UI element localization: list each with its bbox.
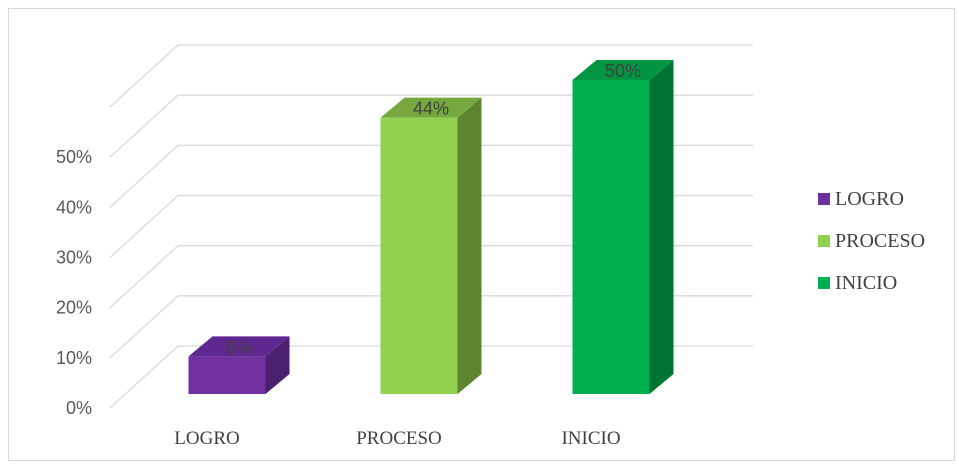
gridline-side-60 bbox=[109, 44, 179, 108]
gridline-side-0 bbox=[109, 345, 179, 409]
bar-inicio bbox=[572, 60, 674, 394]
data-label-inicio: 50% bbox=[605, 61, 641, 81]
bar-side-proceso bbox=[457, 97, 482, 395]
legend-swatch-proceso bbox=[818, 235, 830, 247]
data-label-logro: 6% bbox=[226, 337, 252, 357]
labels: 6% LOGRO 44% PROCESO 50% INICIO bbox=[174, 61, 641, 449]
legend-label-inicio: INICIO bbox=[835, 272, 897, 294]
bar-side-inicio bbox=[649, 60, 674, 394]
gridline-side-40 bbox=[109, 144, 179, 208]
x-tick-label-proceso: PROCESO bbox=[356, 428, 442, 449]
bar-top-inicio bbox=[572, 60, 674, 80]
y-tick-label: 50% bbox=[56, 147, 92, 167]
y-tick-label: 30% bbox=[56, 248, 92, 268]
y-axis: 0% 10% 20% 30% 40% 50% bbox=[56, 147, 92, 418]
x-tick-label-inicio: INICIO bbox=[561, 428, 620, 449]
bar-proceso bbox=[380, 97, 482, 395]
y-tick-label: 10% bbox=[56, 348, 92, 368]
bar-logro bbox=[188, 336, 290, 394]
legend-label-logro: LOGRO bbox=[835, 188, 904, 210]
legend-swatch-inicio bbox=[818, 277, 830, 289]
chart-frame bbox=[8, 8, 955, 461]
bar-top-logro bbox=[188, 336, 290, 357]
y-tick-label: 0% bbox=[66, 398, 92, 418]
bar-front-inicio bbox=[572, 80, 650, 394]
legend-label-proceso: PROCESO bbox=[835, 230, 925, 252]
legend-swatch-logro bbox=[818, 193, 830, 205]
bar-front-proceso bbox=[380, 117, 458, 395]
gridline-side-50 bbox=[109, 94, 179, 158]
data-label-proceso: 44% bbox=[413, 99, 449, 119]
gridline-side-10 bbox=[109, 295, 179, 359]
bar-front-logro bbox=[188, 356, 266, 394]
gridline-side-30 bbox=[109, 195, 179, 258]
bar-top-proceso bbox=[380, 97, 482, 118]
bars bbox=[188, 60, 674, 395]
x-tick-label-logro: LOGRO bbox=[174, 428, 239, 449]
gridline-side-20 bbox=[109, 245, 179, 309]
legend: LOGRO PROCESO INICIO bbox=[818, 188, 925, 294]
y-tick-label: 20% bbox=[56, 298, 92, 318]
bar-side-logro bbox=[265, 336, 290, 394]
y-tick-label: 40% bbox=[56, 197, 92, 217]
